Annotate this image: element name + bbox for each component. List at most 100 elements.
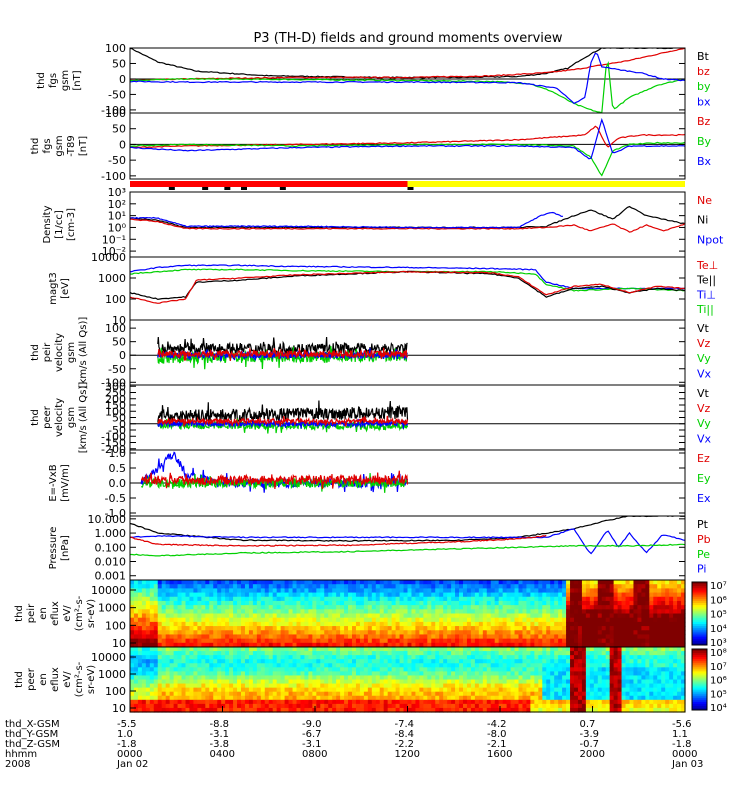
spectrogram-cell <box>169 699 175 705</box>
spectrogram-cell <box>312 683 317 689</box>
spectrogram-cell <box>577 687 583 693</box>
spectrogram-cell <box>252 592 258 598</box>
spectrogram-cell <box>225 667 230 672</box>
spectrogram-cell <box>225 617 230 623</box>
spectrogram-cell <box>340 699 345 705</box>
spectrogram-cell <box>621 596 627 602</box>
spectrogram-cell <box>538 580 543 585</box>
spectrogram-cell <box>439 588 444 594</box>
spectrogram-cell <box>304 651 309 656</box>
spectrogram-cell <box>161 621 167 627</box>
spectrogram-cell <box>617 600 623 606</box>
spectrogram-cell <box>407 647 413 652</box>
spectrogram-cell <box>494 647 500 652</box>
spectrogram-cell <box>447 651 452 656</box>
spectrogram-cell <box>649 642 654 648</box>
peer-spectrogram-ylabel: eflux <box>50 667 61 692</box>
spectrogram-cell <box>585 659 591 664</box>
spectrogram-cell <box>585 691 591 697</box>
spectrogram-cell <box>241 626 246 631</box>
spectrogram-cell <box>149 638 155 644</box>
spectrogram-cell <box>185 605 191 610</box>
spectrogram-cell <box>205 707 210 713</box>
spectrogram-cell <box>597 596 603 602</box>
spectrogram-cell <box>185 588 191 594</box>
spectrogram-cell <box>562 600 567 606</box>
spectrogram-cell <box>443 584 448 589</box>
spectrogram-cell <box>157 605 163 610</box>
colorbar-segment <box>692 669 707 672</box>
spectrogram-cell <box>181 613 187 619</box>
spectrogram-cell <box>474 609 480 615</box>
spectrogram-cell <box>296 580 302 585</box>
spectrogram-cell <box>391 691 397 697</box>
spectrogram-cell <box>161 659 167 664</box>
spectrogram-cell <box>355 651 361 656</box>
spectrogram-cell <box>443 605 448 610</box>
spectrogram-cell <box>276 683 282 689</box>
spectrogram-cell <box>542 703 547 709</box>
spectrogram-cell <box>276 699 282 705</box>
spectrogram-cell <box>502 642 508 648</box>
colorbar-segment <box>692 640 707 644</box>
spectrogram-cell <box>284 630 290 636</box>
spectrogram-cell <box>189 671 195 677</box>
spectrogram-cell <box>526 663 531 668</box>
spectrogram-cell <box>348 600 353 606</box>
spectrogram-cell <box>229 600 234 606</box>
spectrogram-cell <box>490 707 496 713</box>
colorbar-segment <box>692 607 707 610</box>
peir-velocity-ylabel: thd <box>30 344 41 361</box>
spectrogram-cell <box>328 613 333 619</box>
colorbar-segment <box>692 638 707 642</box>
spectrogram-cell <box>133 584 139 589</box>
spectrogram-cell <box>233 596 238 602</box>
spectrogram-cell <box>221 667 226 672</box>
spectrogram-cell <box>637 596 642 602</box>
spectrogram-cell <box>149 580 155 585</box>
spectrogram-cell <box>153 659 159 664</box>
spectrogram-cell <box>336 659 341 664</box>
spectrogram-cell <box>300 683 306 689</box>
y-tick-label: 0.100 <box>95 541 127 554</box>
spectrogram-cell <box>653 617 658 623</box>
spectrogram-cell <box>340 638 345 644</box>
spectrogram-cell <box>395 584 401 589</box>
spectrogram-cell <box>581 605 587 610</box>
peir-spectrogram-ylabel: thd <box>14 605 25 622</box>
spectrogram-cell <box>264 584 270 589</box>
spectrogram-cell <box>177 626 183 631</box>
spectrogram-cell <box>241 679 246 685</box>
spectrogram-cell <box>213 605 218 610</box>
spectrogram-cell <box>470 617 476 623</box>
spectrogram-cell <box>490 703 496 709</box>
spectrogram-cell <box>399 647 405 652</box>
spectrogram-cell <box>157 659 163 664</box>
legend-entry: Ni <box>697 214 708 227</box>
spectrogram-cell <box>332 617 337 623</box>
colorbar-segment <box>692 707 707 711</box>
spectrogram-cell <box>260 707 266 713</box>
spectrogram-cell <box>486 584 492 589</box>
spectrogram-cell <box>355 588 361 594</box>
colorbar-label: 10⁷ <box>710 581 727 592</box>
spectrogram-cell <box>609 699 615 705</box>
spectrogram-cell <box>221 642 226 648</box>
spectrogram-cell <box>272 707 278 713</box>
spectrogram-cell <box>407 638 413 644</box>
spectrogram-cell <box>593 642 599 648</box>
spectrogram-cell <box>221 605 226 610</box>
spectrogram-cell <box>189 683 195 689</box>
spectrogram-cell <box>177 687 183 693</box>
spectrogram-cell <box>625 651 631 656</box>
spectrogram-cell <box>510 703 516 709</box>
spectrogram-cell <box>546 626 551 631</box>
spectrogram-cell <box>324 703 329 709</box>
spectrogram-cell <box>455 621 460 627</box>
spectrogram-cell <box>280 663 286 668</box>
spectrogram-cell <box>320 667 325 672</box>
spectrogram-cell <box>161 630 167 636</box>
spectrogram-cell <box>276 663 282 668</box>
spectrogram-cell <box>459 659 464 664</box>
